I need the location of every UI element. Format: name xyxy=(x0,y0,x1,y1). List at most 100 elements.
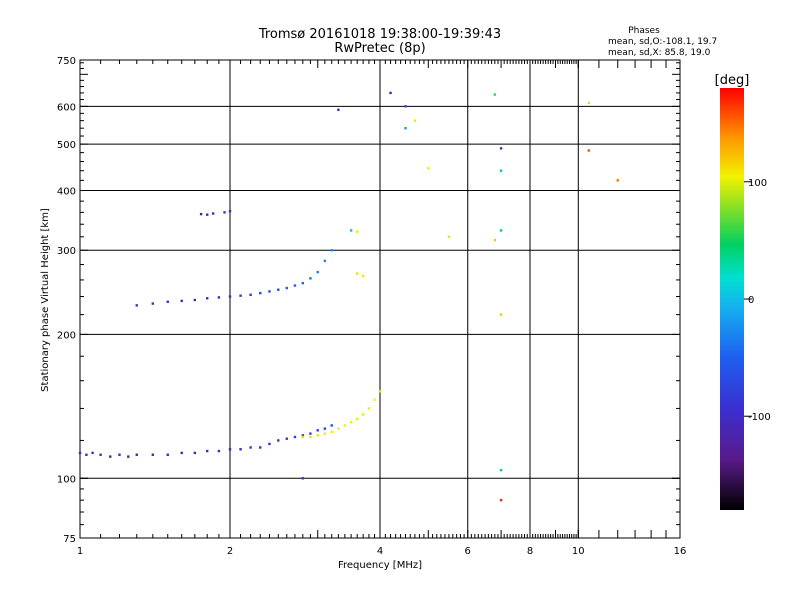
data-point xyxy=(349,229,353,232)
legend-x-mode: mean, sd,X: 85.8, 19.0 xyxy=(608,48,711,58)
data-point xyxy=(293,435,297,439)
data-point xyxy=(447,235,451,239)
data-point xyxy=(180,451,183,455)
data-point xyxy=(249,446,252,449)
data-point xyxy=(378,390,382,393)
data-point xyxy=(413,119,417,122)
data-point xyxy=(301,281,305,285)
data-point xyxy=(499,169,503,172)
data-point xyxy=(268,290,271,293)
data-point xyxy=(193,451,197,455)
data-point xyxy=(193,298,197,302)
data-point xyxy=(199,212,203,216)
data-point xyxy=(355,417,359,421)
data-point xyxy=(166,453,169,456)
y-tick-label: 300 xyxy=(57,246,76,257)
y-tick-label: 100 xyxy=(57,474,76,485)
data-point xyxy=(151,453,155,456)
data-point xyxy=(309,432,312,435)
data-point xyxy=(316,429,319,432)
data-point xyxy=(499,498,503,502)
data-point xyxy=(118,453,121,456)
data-point xyxy=(330,249,333,252)
data-point xyxy=(285,437,288,440)
series-x-mode-trace xyxy=(301,390,382,439)
plot-area: 1 2 4 6 8 10 16 75 100 200 300 400 500 600 750 xyxy=(57,56,686,557)
data-point xyxy=(217,296,221,299)
legend-heading: Phases xyxy=(628,26,660,36)
y-tick-label: 200 xyxy=(57,330,76,341)
data-point xyxy=(355,272,359,275)
data-point xyxy=(223,211,226,214)
colorbar: [deg] 100 0 -100 xyxy=(715,73,771,510)
data-point xyxy=(166,300,169,303)
data-point xyxy=(330,430,333,434)
legend-o-mode: mean, sd,O:-108.1, 19.7 xyxy=(608,37,717,47)
colorbar-gradient xyxy=(720,88,744,510)
series-o-mode-upper-trace xyxy=(135,249,333,307)
data-point xyxy=(404,105,407,108)
data-point xyxy=(309,435,312,439)
data-point xyxy=(180,299,183,303)
data-point xyxy=(228,295,232,298)
data-point xyxy=(427,167,430,170)
x-tick-label: 2 xyxy=(227,546,233,557)
data-point xyxy=(228,448,232,451)
data-point xyxy=(228,210,232,213)
y-axis-label: Stationary phase Virtual Height [km] xyxy=(40,208,51,392)
data-point xyxy=(85,453,88,456)
colorbar-tick-label: 100 xyxy=(748,178,767,189)
data-point xyxy=(277,288,280,291)
data-point xyxy=(301,434,305,437)
series-upper-cluster xyxy=(199,210,365,278)
x-tick-label: 10 xyxy=(572,546,585,557)
data-point xyxy=(268,442,271,446)
x-tick-label: 1 xyxy=(77,546,83,557)
data-point xyxy=(211,212,215,215)
data-point xyxy=(587,101,591,105)
data-point xyxy=(78,451,82,455)
data-point xyxy=(259,291,262,295)
data-point xyxy=(109,455,112,458)
data-point xyxy=(355,230,359,233)
data-point xyxy=(323,427,327,430)
x-axis-label: Frequency [MHz] xyxy=(338,560,422,571)
data-point xyxy=(337,108,340,112)
data-point xyxy=(499,468,503,472)
data-point xyxy=(373,398,376,401)
data-point xyxy=(239,448,242,451)
y-tick-label: 500 xyxy=(57,140,76,151)
data-point xyxy=(316,434,319,437)
data-point xyxy=(587,149,591,152)
data-point xyxy=(499,147,503,150)
data-point xyxy=(151,302,155,305)
data-point xyxy=(499,229,503,232)
data-point xyxy=(239,294,242,297)
data-point xyxy=(367,407,371,410)
data-point xyxy=(135,453,138,456)
colorbar-label: [deg] xyxy=(715,73,750,88)
chart-subtitle: RwPretec (8p) xyxy=(334,41,425,56)
data-points xyxy=(78,91,619,502)
y-tick-label: 600 xyxy=(57,102,76,113)
data-point xyxy=(330,424,333,427)
data-point xyxy=(293,284,297,287)
data-point xyxy=(499,313,503,316)
data-point xyxy=(343,424,347,427)
data-point xyxy=(361,413,365,416)
data-point xyxy=(404,126,407,130)
y-tick-label: 750 xyxy=(57,56,76,67)
data-point xyxy=(135,304,138,307)
data-point xyxy=(259,446,262,449)
data-point xyxy=(285,286,288,290)
x-tick-label: 6 xyxy=(465,546,471,557)
data-point xyxy=(309,277,312,280)
data-point xyxy=(616,179,619,182)
data-point xyxy=(91,451,94,455)
data-point xyxy=(493,238,497,242)
colorbar-tick-label: 0 xyxy=(748,295,754,306)
data-point xyxy=(323,432,327,435)
data-point xyxy=(361,274,365,278)
data-point xyxy=(349,421,353,424)
